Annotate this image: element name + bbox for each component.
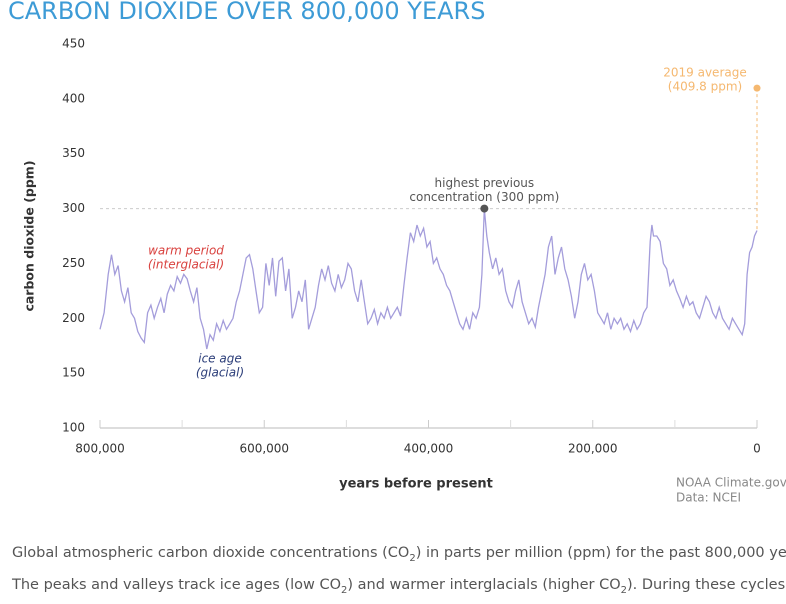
annotation-text: 2019 average: [663, 66, 746, 80]
y-tick-label: 100: [62, 421, 85, 435]
x-tick-label: 800,000: [75, 442, 125, 456]
source: Data: NCEI: [676, 491, 741, 505]
caption-text: The peaks and valleys track ice ages (lo…: [12, 576, 342, 593]
y-tick-label: 300: [62, 201, 85, 215]
annotation-text: warm period: [148, 244, 224, 258]
x-tick-label: 0: [753, 442, 761, 456]
y-tick-label: 350: [62, 146, 85, 160]
y-tick-label: 400: [62, 91, 85, 105]
x-tick-label: 400,000: [404, 442, 454, 456]
caption: Global atmospheric carbon dioxide concen…: [12, 540, 786, 604]
subscript: 2: [409, 552, 416, 564]
chart-title: CARBON DIOXIDE OVER 800,000 YEARS: [8, 0, 485, 25]
y-tick-label: 250: [62, 256, 85, 270]
line-series: [99, 208, 758, 350]
annotation-text: highest previous: [435, 176, 535, 190]
chart: CARBON DIOXIDE OVER 800,000 YEARS carbon…: [8, 0, 786, 505]
annotation-point: [753, 84, 761, 92]
subscript: 2: [620, 584, 628, 596]
y-axis-label: carbon dioxide (ppm): [22, 160, 37, 311]
caption-line: The peaks and valleys track ice ages (lo…: [12, 572, 786, 604]
caption-text: Global atmospheric carbon dioxide concen…: [12, 545, 410, 561]
y-tick-label: 450: [62, 37, 85, 51]
annotation-text: (interglacial): [148, 258, 224, 272]
x-tick-label: 200,000: [568, 442, 618, 456]
caption-line: Global atmospheric carbon dioxide concen…: [12, 540, 786, 572]
caption-text: ). During these cycles, CO: [627, 576, 786, 593]
annotation-text: (glacial): [196, 366, 244, 380]
annotation-point: [480, 204, 489, 213]
annotation-text: ice age: [198, 352, 241, 366]
subscript: 2: [341, 584, 348, 596]
annotation-text: concentration (300 ppm): [409, 190, 559, 204]
x-axis-label: years before present: [339, 477, 493, 492]
source: NOAA Climate.gov: [676, 476, 786, 490]
caption-text: ) in parts per million (ppm) for the pas…: [415, 545, 786, 561]
x-tick-label: 600,000: [239, 442, 289, 456]
annotation-text: (409.8 ppm): [668, 80, 742, 94]
y-tick-label: 150: [62, 366, 85, 380]
y-tick-label: 200: [62, 311, 85, 325]
caption-text: ) and warmer interglacials (higher CO: [347, 576, 621, 593]
